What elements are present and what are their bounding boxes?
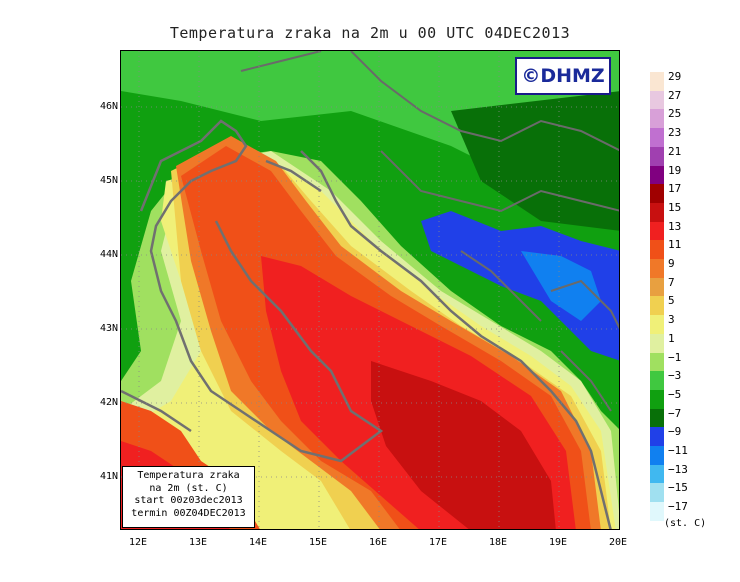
legend-swatch — [650, 72, 664, 92]
legend-label: −3 — [668, 369, 682, 383]
legend-swatch — [650, 464, 664, 484]
temperature-map: ©DHMZ Temperatura zraka na 2m (st. C) st… — [120, 50, 620, 530]
legend-label: 19 — [668, 163, 682, 177]
legend-swatch — [650, 109, 664, 129]
legend-swatch — [650, 277, 664, 297]
legend-label: −13 — [668, 462, 688, 476]
legend-swatch — [650, 408, 664, 428]
info-line-4: termin 00Z04DEC2013 — [131, 507, 246, 519]
lon-label-14e: 14E — [248, 537, 268, 548]
legend-swatch — [650, 446, 664, 466]
legend-label: 5 — [668, 294, 675, 308]
legend-label: −11 — [668, 444, 688, 457]
legend-label: −17 — [668, 500, 688, 514]
legend-swatch — [650, 202, 664, 223]
lon-label-15e: 15E — [308, 537, 328, 548]
legend-swatch — [650, 483, 664, 503]
color-legend: (st. C) 29 27 25 23 21 19 17 15 13 11 9 7 5 3 1 −1 −3 −5 −… — [650, 70, 730, 542]
coastlines — [121, 119, 612, 529]
temperature-field — [121, 51, 619, 529]
legend-swatch — [650, 333, 664, 353]
lat-label-41n: 41N — [99, 471, 118, 482]
legend-swatch — [650, 240, 664, 260]
lon-label-16e: 16E — [368, 537, 388, 548]
legend-label: 21 — [668, 144, 682, 158]
legend-swatch — [650, 502, 664, 522]
lon-label-17e: 17E — [428, 537, 448, 548]
legend-label: 29 — [668, 70, 682, 83]
legend-swatch — [650, 259, 664, 279]
legend-label: −15 — [668, 481, 688, 495]
legend-unit: (st. C) — [664, 518, 707, 529]
lon-label-19e: 19E — [548, 537, 568, 548]
lon-label-12e: 12E — [128, 537, 148, 548]
info-line-3: start 00z03dec2013 — [134, 495, 243, 506]
legend-label: −7 — [668, 406, 682, 420]
legend-label: 17 — [668, 182, 682, 196]
graticule — [121, 51, 619, 529]
legend-label: 23 — [668, 126, 682, 140]
legend-swatch — [650, 165, 664, 185]
borders — [240, 51, 619, 412]
legend-label: 9 — [668, 257, 675, 270]
legend-label: 1 — [668, 331, 675, 345]
legend-swatch — [650, 315, 664, 335]
legend-swatch — [650, 90, 664, 110]
legend-swatch — [650, 184, 664, 204]
lon-label-13e: 13E — [188, 537, 208, 548]
dhmz-logo: ©DHMZ — [515, 57, 611, 95]
lat-label-42n: 42N — [99, 397, 118, 408]
lat-label-43n: 43N — [99, 323, 118, 334]
info-line-2: na 2m (st. C) — [149, 482, 228, 494]
legend-swatch — [650, 389, 664, 410]
info-box: Temperatura zraka na 2m (st. C) start 00… — [122, 466, 255, 528]
legend-swatch — [650, 371, 664, 391]
info-line-1: Temperatura zraka — [137, 470, 240, 481]
legend-label: 7 — [668, 275, 675, 289]
lat-label-44n: 44N — [99, 249, 118, 260]
lon-label-20e: 20E — [608, 537, 628, 548]
legend-label: 25 — [668, 107, 682, 121]
legend-label: −1 — [668, 350, 682, 364]
field-northeast-dark — [451, 91, 619, 231]
legend-label: −5 — [668, 387, 682, 401]
legend-swatch — [650, 296, 664, 316]
legend-label: 13 — [668, 219, 682, 233]
legend-label: 11 — [668, 238, 682, 252]
field-cold-interior — [421, 211, 619, 361]
map-title: Temperatura zraka na 2m u 00 UTC 04DEC20… — [169, 24, 571, 42]
legend-label: 15 — [668, 200, 682, 214]
lat-label-45n: 45N — [99, 175, 118, 186]
legend-swatch — [650, 221, 664, 241]
legend-swatch — [650, 146, 664, 166]
legend-label: −9 — [668, 425, 682, 439]
legend-swatch — [650, 128, 664, 148]
legend-label: 3 — [668, 313, 675, 327]
lat-label-46n: 46N — [99, 101, 118, 112]
legend-swatch — [650, 352, 664, 372]
legend-label: 27 — [668, 88, 682, 102]
lon-label-18e: 18E — [488, 537, 508, 548]
field-red-dark — [371, 361, 556, 529]
legend-swatch — [650, 427, 664, 447]
field-cold-core — [521, 251, 601, 321]
